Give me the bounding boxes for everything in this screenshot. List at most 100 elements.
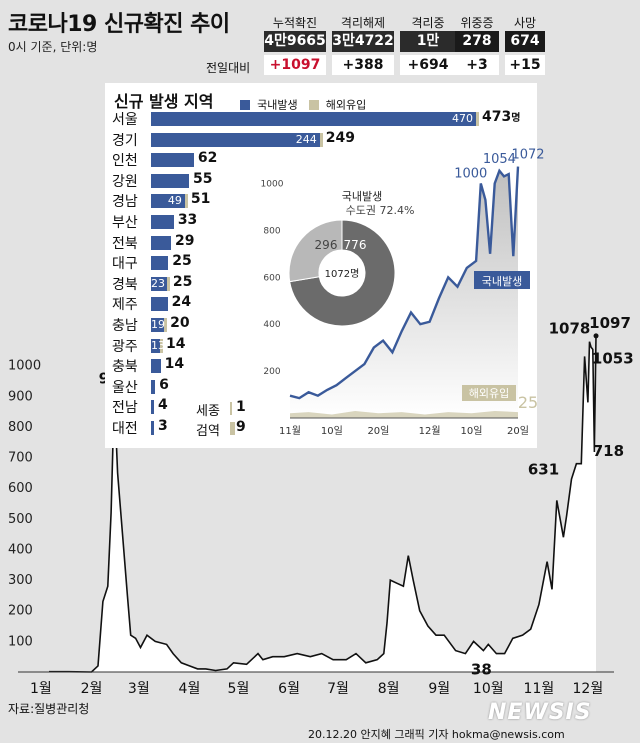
region-total-value: 33 xyxy=(177,212,198,228)
annotation-label: 1097 xyxy=(589,314,631,332)
region-bar xyxy=(151,112,476,126)
region-bar xyxy=(151,338,160,353)
extra-value: 9 xyxy=(236,419,246,435)
inset-annotation-label: 1000 xyxy=(454,166,487,181)
x-tick-label: 5월 xyxy=(228,681,250,697)
region-bar xyxy=(151,235,172,250)
region-bar xyxy=(151,153,194,168)
pie-slice-value: 776 xyxy=(344,238,367,252)
extra-label: 검역 xyxy=(196,424,220,439)
credit-line: 20.12.20 안지혜 그래픽 기자 hokma@newsis.com xyxy=(308,728,565,741)
x-tick-label: 4월 xyxy=(179,681,201,697)
y-tick-label: 200 xyxy=(8,604,33,619)
region-total-value: 25 xyxy=(172,273,193,290)
stat-label: 누적확진 xyxy=(272,16,318,30)
extra-value: 1 xyxy=(236,399,246,415)
region-label: 인천 xyxy=(112,153,138,170)
y-tick-label: 800 xyxy=(8,420,33,435)
region-bar xyxy=(151,194,185,209)
inset-import-tag-bg xyxy=(462,385,516,401)
region-bar-import xyxy=(184,194,188,209)
inset-y-tick-label: 200 xyxy=(263,367,280,377)
inset-domestic-area xyxy=(290,166,518,418)
region-label: 울산 xyxy=(112,379,138,396)
extra-bar xyxy=(230,402,232,415)
region-bar xyxy=(151,256,169,271)
y-tick-label: 700 xyxy=(8,451,33,466)
x-tick-label: 10월 xyxy=(473,681,504,697)
series-line xyxy=(49,335,597,673)
legend-import-swatch xyxy=(308,99,319,110)
inset-domestic-tag: 국내발생 xyxy=(474,271,530,289)
inset-y-tick-label: 800 xyxy=(263,226,280,236)
region-domestic-value: 470 xyxy=(452,112,473,125)
x-tick-label: 12월 xyxy=(573,681,604,697)
legend-domestic-swatch xyxy=(240,99,250,110)
inset-y-tick-label: 1000 xyxy=(261,179,284,189)
stat-delta: +15 xyxy=(505,55,545,75)
stat-delta: +3 xyxy=(455,55,499,75)
region-total-value: 3 xyxy=(158,418,168,434)
unit-label: 명 xyxy=(511,113,521,124)
region-label: 충남 xyxy=(112,318,138,334)
region-bar-import xyxy=(159,338,163,353)
annotation-label: 631 xyxy=(528,461,559,479)
region-bar-import xyxy=(319,132,323,147)
stat-delta: +388 xyxy=(332,55,394,75)
region-total-value: 6 xyxy=(159,376,169,393)
region-total-value: 473명 xyxy=(482,109,521,125)
region-total-value: 62 xyxy=(197,150,218,167)
pie-title: 국내발생 xyxy=(342,190,382,203)
stat-delta: +694 xyxy=(400,55,456,75)
series-area xyxy=(49,335,596,672)
region-total-value: 249 xyxy=(325,129,355,146)
region-label: 부산 xyxy=(112,215,138,231)
y-tick-label: 900 xyxy=(8,389,33,404)
region-total-value: 14 xyxy=(165,335,186,352)
annotation-label: 1053 xyxy=(592,349,634,367)
region-bar xyxy=(151,297,168,312)
y-tick-label: 600 xyxy=(8,481,33,496)
region-bar xyxy=(151,421,154,435)
region-bar-import xyxy=(164,318,168,332)
region-label: 전북 xyxy=(112,235,138,252)
region-bar xyxy=(151,400,154,415)
inset-x-tick-label: 10일 xyxy=(321,425,343,437)
region-domestic-value: 244 xyxy=(295,132,317,146)
y-tick-label: 400 xyxy=(8,542,33,557)
region-bar xyxy=(151,132,320,147)
x-tick-label: 9월 xyxy=(428,681,450,697)
pie-slice xyxy=(289,219,396,327)
region-total-value: 14 xyxy=(164,356,185,373)
compare-label: 전일대비 xyxy=(206,61,251,75)
region-domestic-value: 23 xyxy=(151,276,165,290)
region-bar-import xyxy=(166,276,170,291)
inset-annotation-label: 1054 xyxy=(483,152,516,167)
pie-center-label: 1072명 xyxy=(325,268,360,280)
region-label: 경남 xyxy=(112,194,138,211)
stat-value: 674 xyxy=(505,31,545,52)
region-total-value: 24 xyxy=(171,294,192,311)
page-subtitle: 0시 기준, 단위:명 xyxy=(8,40,98,54)
inset-domestic-tag-label: 국내발생 xyxy=(482,275,522,288)
x-tick-label: 2월 xyxy=(81,681,103,697)
inset-x-tick-label: 12월 xyxy=(419,425,441,437)
region-label: 제주 xyxy=(112,297,138,314)
inset-y-tick-label: 600 xyxy=(263,273,280,283)
region-total-value: 25 xyxy=(172,253,192,270)
region-label: 전남 xyxy=(112,400,138,417)
legend-domestic-label: 국내발생 xyxy=(257,98,298,112)
y-tick-label: 100 xyxy=(8,634,33,649)
stat-label: 위중증 xyxy=(460,16,494,30)
inset-x-tick-label: 20일 xyxy=(367,425,389,437)
inset-domestic-tag-bg xyxy=(474,271,530,289)
region-label: 광주 xyxy=(112,338,138,355)
source-note: 자료:질병관리청 xyxy=(8,702,90,716)
x-tick-label: 11월 xyxy=(524,681,555,697)
annotation-dot xyxy=(593,333,599,339)
region-bar-import xyxy=(476,112,479,126)
region-bar xyxy=(151,318,165,332)
inset-x-tick-label: 10일 xyxy=(461,425,483,437)
region-bar xyxy=(151,379,156,394)
